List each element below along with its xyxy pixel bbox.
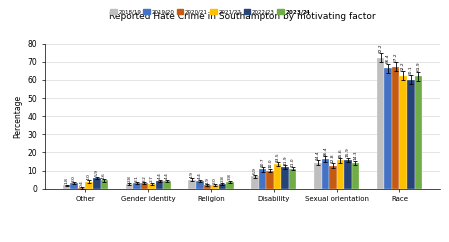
Bar — [414, 76, 422, 189]
Text: 13.5: 13.5 — [276, 152, 280, 162]
Bar — [321, 159, 329, 189]
Bar — [329, 166, 337, 189]
Bar — [163, 181, 171, 189]
Bar — [289, 169, 296, 189]
Bar — [126, 184, 133, 189]
Bar — [196, 181, 203, 189]
Bar — [148, 184, 156, 189]
Bar — [344, 160, 352, 189]
Text: 3.1: 3.1 — [135, 175, 139, 182]
Bar — [78, 188, 85, 189]
Bar — [203, 185, 211, 189]
Text: 60.1: 60.1 — [409, 65, 413, 75]
Text: 4.9: 4.9 — [190, 171, 194, 178]
Text: 6.9: 6.9 — [253, 167, 257, 174]
Text: 3.0: 3.0 — [72, 175, 76, 182]
Text: 15.9: 15.9 — [346, 147, 350, 157]
Text: 0.4: 0.4 — [80, 180, 84, 187]
Text: 11.9: 11.9 — [283, 155, 287, 165]
Bar — [274, 164, 282, 189]
Text: 62.2: 62.2 — [401, 61, 405, 71]
Bar — [384, 68, 392, 189]
Bar — [63, 185, 70, 189]
Bar — [211, 185, 219, 189]
Bar — [156, 181, 163, 189]
Text: 1.8: 1.8 — [65, 177, 69, 184]
Text: 14.3: 14.3 — [353, 151, 357, 160]
Text: 4.0: 4.0 — [87, 173, 91, 180]
Text: 2.8: 2.8 — [220, 175, 224, 182]
Text: 61.9: 61.9 — [416, 62, 420, 71]
Text: 67.2: 67.2 — [394, 52, 398, 62]
Bar — [282, 167, 289, 189]
Text: 4.6: 4.6 — [102, 172, 106, 179]
Text: 3.2: 3.2 — [142, 175, 146, 182]
Bar — [392, 67, 400, 189]
Text: 2.7: 2.7 — [150, 175, 154, 182]
Bar — [189, 180, 196, 189]
Bar — [352, 163, 359, 189]
Text: 15.6: 15.6 — [339, 148, 343, 158]
Text: 16.4: 16.4 — [323, 146, 327, 156]
Text: 10.0: 10.0 — [268, 159, 272, 168]
Bar — [141, 183, 148, 189]
Bar — [85, 182, 93, 189]
Bar — [314, 163, 321, 189]
Bar — [400, 76, 407, 189]
Bar — [337, 160, 344, 189]
Bar — [377, 58, 384, 189]
Bar — [259, 169, 266, 189]
Title: Reported Hate Crime in Southampton by motivating factor: Reported Hate Crime in Southampton by mo… — [109, 12, 376, 21]
Legend: 2018/19, 2019/20, 2020/21, 2021/22, 2022/23, $\bf{2023/24}$: 2018/19, 2019/20, 2020/21, 2021/22, 2022… — [108, 6, 314, 18]
Text: 2.8: 2.8 — [128, 175, 132, 182]
Text: 4.4: 4.4 — [158, 172, 162, 179]
Bar — [251, 176, 259, 189]
Bar — [101, 181, 108, 189]
Text: 72.2: 72.2 — [379, 43, 383, 53]
Bar — [93, 178, 101, 189]
Bar — [133, 183, 141, 189]
Text: 10.7: 10.7 — [260, 157, 264, 166]
Bar — [407, 80, 414, 189]
Text: 2.0: 2.0 — [213, 177, 217, 184]
Text: 66.4: 66.4 — [386, 53, 390, 63]
Y-axis label: Percentage: Percentage — [13, 95, 22, 138]
Text: 5.9: 5.9 — [95, 169, 99, 176]
Text: 1.9: 1.9 — [205, 177, 209, 184]
Bar — [70, 183, 78, 189]
Text: 3.8: 3.8 — [228, 173, 232, 180]
Text: 14.4: 14.4 — [316, 150, 320, 160]
Bar — [266, 171, 274, 189]
Text: 12.8: 12.8 — [331, 153, 335, 163]
Text: 4.4: 4.4 — [165, 172, 169, 179]
Text: 4.4: 4.4 — [198, 172, 202, 179]
Bar — [219, 184, 226, 189]
Bar — [226, 182, 233, 189]
Text: 11.0: 11.0 — [291, 157, 295, 166]
